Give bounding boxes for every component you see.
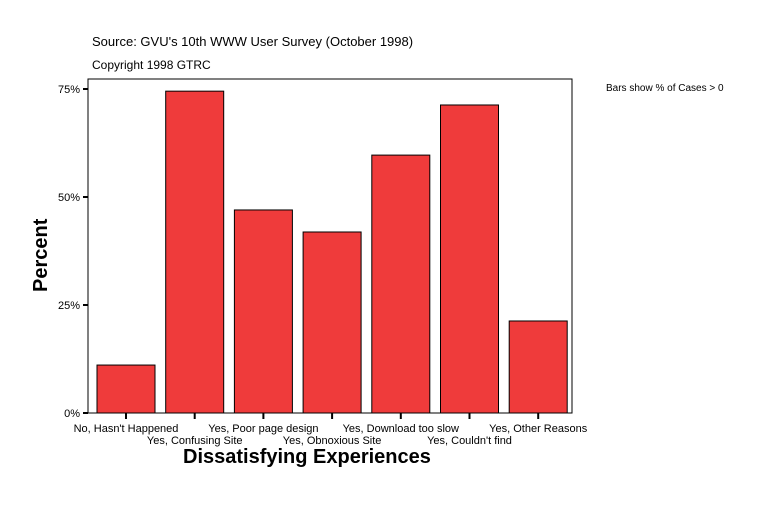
source-text: Source: GVU's 10th WWW User Survey (Octo… xyxy=(92,34,414,49)
x-tick-label: Yes, Couldn't find xyxy=(427,435,512,447)
x-tick-label: Yes, Obnoxious Site xyxy=(283,435,382,447)
bar xyxy=(371,154,431,414)
bar xyxy=(508,320,568,414)
y-tick-label: 25% xyxy=(58,300,80,312)
bar xyxy=(302,231,362,414)
bar xyxy=(440,104,499,414)
x-tick-label: Yes, Confusing Site xyxy=(147,435,243,447)
bar xyxy=(96,364,156,414)
bar xyxy=(233,209,293,414)
y-tick-label: 0% xyxy=(64,408,80,420)
note-text: Bars show % of Cases > 0 xyxy=(606,83,724,94)
x-tick-label: Yes, Download too slow xyxy=(343,423,459,435)
x-axis-label: Dissatisfying Experiences xyxy=(183,446,431,468)
x-tick-label: Yes, Poor page design xyxy=(208,423,318,435)
copyright-text: Copyright 1998 GTRC xyxy=(92,58,211,72)
x-tick-label: Yes, Other Reasons xyxy=(489,423,588,435)
bar xyxy=(165,90,225,414)
y-tick-label: 75% xyxy=(58,84,80,96)
x-tick-label: No, Hasn't Happened xyxy=(74,423,179,435)
y-tick-label: 50% xyxy=(58,192,80,204)
